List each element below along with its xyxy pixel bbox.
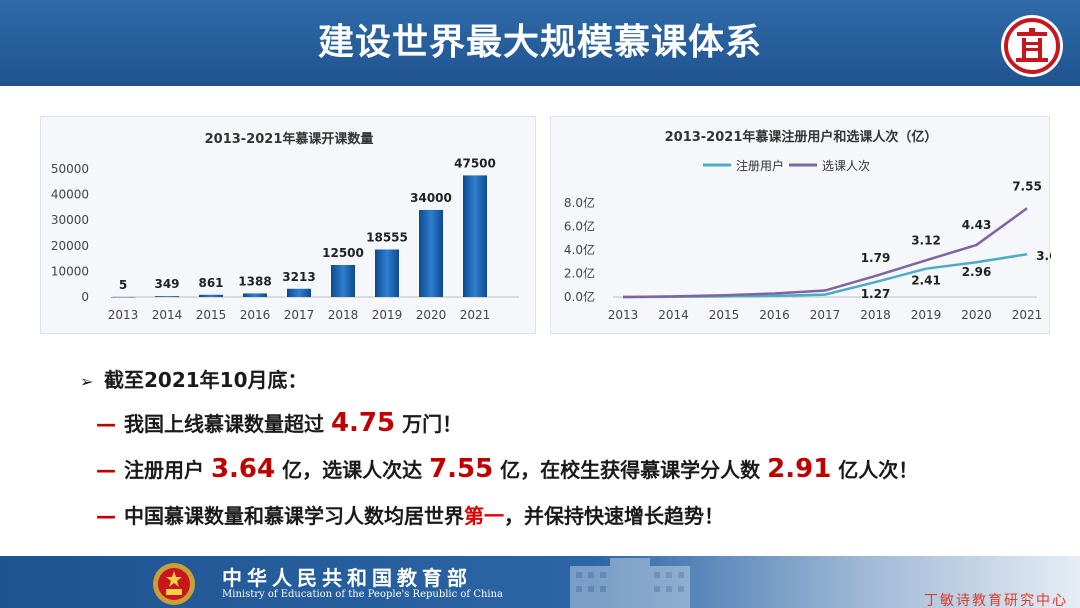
- x-tick-label: 2013: [108, 308, 139, 322]
- bar-2017: [287, 288, 311, 297]
- line-chart-title: 2013-2021年慕课注册用户和选课人次（亿）: [665, 129, 938, 145]
- bar-value-label: 12500: [322, 246, 364, 260]
- bar-2020: [419, 209, 443, 297]
- point-value-label: 4.43: [962, 218, 992, 232]
- x-tick-label: 2013: [608, 308, 639, 322]
- bar-2014: [155, 296, 179, 297]
- x-tick-label: 2017: [810, 308, 841, 322]
- national-emblem-icon: [153, 563, 195, 605]
- legend-label: 注册用户: [736, 158, 784, 173]
- watermark-text: 丁敏诗教育研究中心: [924, 593, 1068, 608]
- ministry-name-cn: 中华人民共和国教育部: [222, 566, 472, 590]
- bar-value-label: 5: [119, 278, 127, 292]
- mooc-count-bar-chart: 2013-2021年慕课开课数量 50000 40000 30000 20000 1000…: [51, 131, 519, 322]
- page-title: 建设世界最大规模慕课体系: [317, 22, 762, 63]
- x-tick-label: 2017: [284, 308, 315, 322]
- summary-line-3: — 中国慕课数量和慕课学习人数均居世界第一，并保持快速增长趋势！: [96, 500, 724, 529]
- bar-2015: [199, 294, 223, 297]
- line2-value2: 7.55: [429, 454, 494, 484]
- mooc-count-chart-panel: 2013-2021年慕课开课数量 50000 40000 30000 20000 1000…: [40, 116, 536, 334]
- line2-mid2: 亿，在校生获得慕课学分人数: [493, 458, 768, 482]
- bar-value-label: 34000: [410, 191, 452, 205]
- line1-pre: 我国上线慕课数量超过: [124, 412, 331, 436]
- arrow-bullet-icon: ➢: [80, 372, 94, 391]
- point-value-label: 3.64: [1036, 249, 1051, 263]
- mooc-users-line-chart: 2013-2021年慕课注册用户和选课人次（亿） 注册用户 选课人次 8.0亿 6.0亿…: [564, 129, 1051, 322]
- bar-chart-title: 2013-2021年慕课开课数量: [205, 131, 374, 147]
- university-logo-icon: [1001, 15, 1063, 77]
- bar-value-label: 861: [198, 276, 223, 290]
- line3-post: ，并保持快速增长趋势！: [504, 504, 724, 528]
- footer-banner: 中华人民共和国教育部 Ministry of Education of the …: [0, 556, 1080, 608]
- ministry-name-en: Ministry of Education of the People's Re…: [222, 589, 504, 600]
- line3-pre: 中国慕课数量和慕课学习人数均居世界: [124, 504, 464, 528]
- x-tick-label: 2014: [152, 308, 183, 322]
- y-tick-label: 0: [81, 290, 89, 304]
- bar-2018: [331, 265, 355, 297]
- y-tick-label: 50000: [51, 162, 89, 176]
- point-value-label: 2.41: [911, 274, 941, 288]
- line2-mid1: 亿，选课人次达: [275, 458, 430, 482]
- x-tick-label: 2018: [328, 308, 359, 322]
- dash-bullet: —: [96, 458, 116, 482]
- point-value-label: 1.27: [861, 287, 891, 301]
- y-tick-label: 40000: [51, 188, 89, 202]
- summary-line-2: — 注册用户 3.64 亿，选课人次达 7.55 亿，在校生获得慕课学分人数 2.…: [96, 454, 918, 484]
- x-tick-label: 2021: [1012, 308, 1043, 322]
- bar-2019: [375, 249, 399, 297]
- y-tick-label: 20000: [51, 239, 89, 253]
- line2-post: 亿人次！: [831, 458, 919, 482]
- point-value-label: 1.79: [861, 251, 891, 265]
- line1-post: 万门！: [395, 412, 463, 436]
- bar-2016: [243, 293, 267, 297]
- summary-heading-text: 截至2021年10月底：: [104, 368, 308, 392]
- y-tick-label: 0.0亿: [564, 289, 595, 304]
- bar-value-label: 18555: [366, 230, 408, 244]
- x-tick-label: 2018: [860, 308, 891, 322]
- x-tick-label: 2015: [196, 308, 227, 322]
- x-tick-label: 2021: [460, 308, 491, 322]
- line2-pre: 注册用户: [124, 458, 211, 482]
- bar-value-label: 47500: [454, 156, 496, 170]
- series-line-选课人次: [622, 207, 1028, 299]
- x-tick-label: 2014: [658, 308, 689, 322]
- x-tick-label: 2020: [961, 308, 992, 322]
- point-value-label: 7.55: [1012, 179, 1042, 193]
- summary-line-1: — 我国上线慕课数量超过 4.75 万门！: [96, 408, 462, 438]
- y-tick-label: 6.0亿: [564, 219, 595, 234]
- y-tick-label: 4.0亿: [564, 242, 595, 257]
- point-value-label: 2.96: [962, 265, 992, 279]
- y-tick-label: 10000: [51, 264, 89, 278]
- summary-heading: ➢ 截至2021年10月底：: [80, 362, 1040, 398]
- y-tick-label: 2.0亿: [564, 266, 595, 281]
- bar-value-label: 1388: [238, 274, 271, 288]
- x-tick-label: 2020: [416, 308, 447, 322]
- line1-value: 4.75: [330, 408, 396, 438]
- header-banner: 建设世界最大规模慕课体系: [0, 0, 1080, 86]
- dash-bullet: —: [96, 504, 116, 528]
- bar-2013: [111, 296, 135, 298]
- line2-value1: 3.64: [210, 454, 276, 484]
- summary-section: ➢ 截至2021年10月底： — 我国上线慕课数量超过 4.75 万门！ — 注册用户…: [80, 362, 1040, 528]
- y-tick-label: 8.0亿: [564, 195, 595, 210]
- x-tick-label: 2016: [759, 308, 790, 322]
- x-tick-label: 2015: [709, 308, 740, 322]
- bar-2021: [463, 175, 487, 297]
- mooc-users-chart-panel: 2013-2021年慕课注册用户和选课人次（亿） 注册用户 选课人次 8.0亿 6.0亿…: [550, 116, 1051, 334]
- bar-value-label: 3213: [282, 270, 315, 284]
- building-icon: [570, 558, 690, 608]
- x-tick-label: 2019: [911, 308, 942, 322]
- x-tick-label: 2016: [240, 308, 271, 322]
- line3-highlight: 第一: [464, 504, 504, 528]
- point-value-label: 3.12: [911, 233, 941, 247]
- line2-value3: 2.91: [767, 454, 832, 484]
- bar-value-label: 349: [154, 277, 179, 291]
- y-tick-label: 30000: [51, 213, 89, 227]
- legend-label: 选课人次: [822, 159, 870, 173]
- dash-bullet: —: [96, 412, 116, 436]
- x-tick-label: 2019: [372, 308, 403, 322]
